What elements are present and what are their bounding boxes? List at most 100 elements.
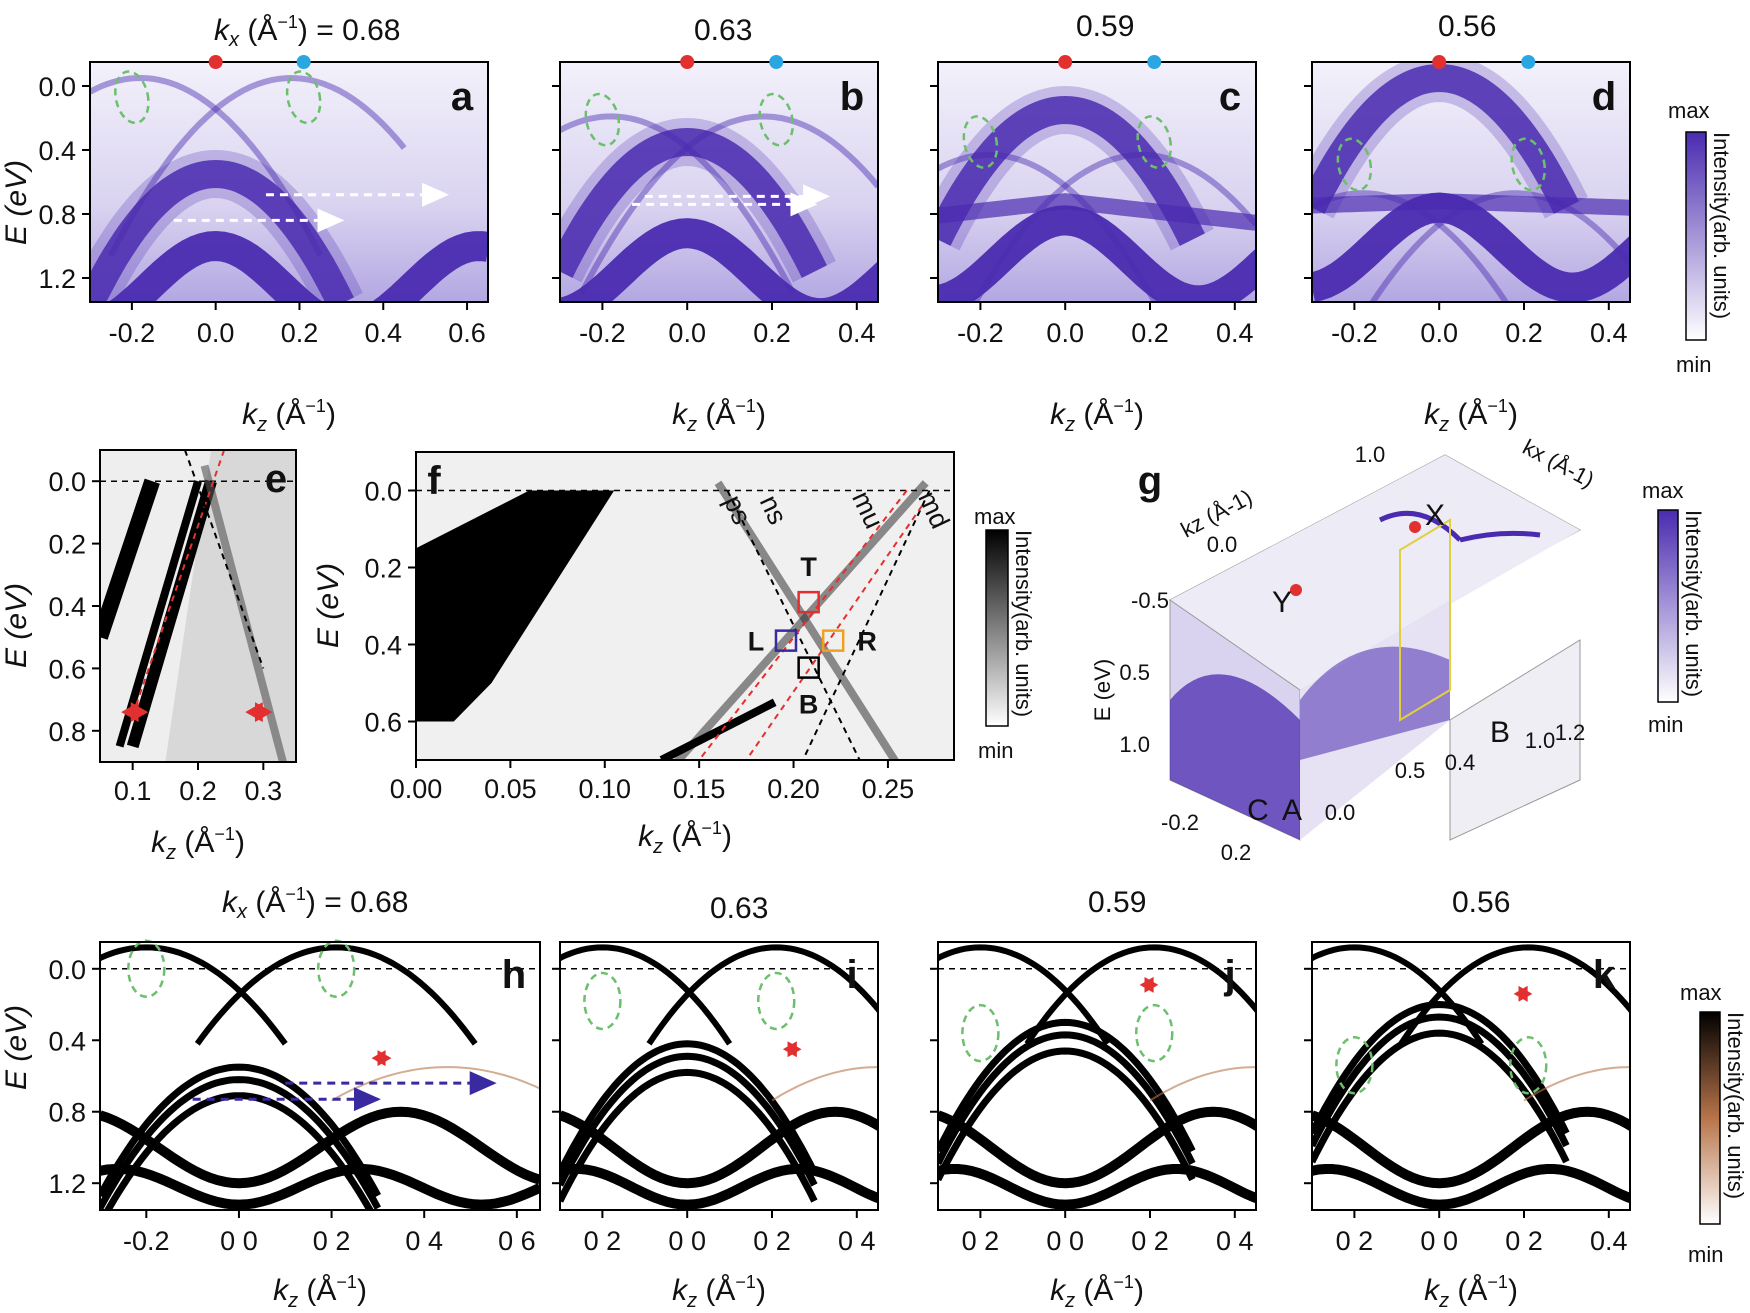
band-deep [938, 205, 1256, 302]
dot-blue [1147, 55, 1162, 69]
colorbar-g-label: Intensity(arb. units) [1681, 510, 1706, 697]
panel-letter-e: e [265, 457, 287, 501]
xtick-label: 0.0 [1420, 318, 1458, 348]
weyl-ellipse-0 [1335, 1036, 1374, 1095]
panel-frame [559, 941, 879, 1211]
header-kx-k: 0.56 [1452, 886, 1510, 919]
calc-band-v [560, 1040, 818, 1175]
weyl-ellipse-0 [962, 115, 999, 169]
face-right [1449, 639, 1581, 841]
xtick-label: 0 2 [1505, 1226, 1543, 1256]
purple-feature-2 [1300, 646, 1450, 760]
calc-band-side [646, 944, 878, 1046]
xtick-label: -0.2 [957, 318, 1004, 348]
calc-band-deep-1 [100, 1106, 540, 1189]
xtick-label: 0 0 [1046, 1226, 1084, 1256]
calc-band-faint [1149, 1066, 1256, 1102]
colorbar-bottom-min: min [1688, 1242, 1723, 1267]
calc-band-v [1312, 1000, 1570, 1135]
panel-h: h -0.2 0 0 0 2 0 4 0 6 0.0 0.4 0.8 1.2 kz (Å−1) [48, 939, 541, 1312]
xtick-label: 0.3 [245, 776, 283, 806]
panel-c: c -0.2 0.0 0.2 0.4 kz (Å−1) [930, 55, 1257, 436]
panel-bands [560, 113, 878, 302]
calc-band-deep-2 [938, 1164, 1256, 1210]
fit-red [131, 449, 226, 716]
panel-letter-k: k [1593, 953, 1616, 997]
panel-d: d -0.2 0.0 0.2 0.4 kz (Å−1) [1304, 55, 1631, 436]
xtick-label: 0 4 [1216, 1226, 1254, 1256]
xtick-label: 0 2 [584, 1226, 622, 1256]
panel-b: b -0.2 0.0 0.2 0.4 kz (Å−1) [552, 55, 879, 436]
xtick-label: 0.0 [1046, 318, 1084, 348]
xtick-label: -0.2 [579, 318, 626, 348]
fit-black [183, 449, 265, 669]
panel-j: j 0 2 0 0 0 2 0 4 kz (Å−1) [930, 941, 1257, 1312]
gamma-dot-red [1058, 55, 1073, 69]
ytick-label: 0.8 [38, 200, 76, 230]
panel-i: i 0 2 0 0 0 2 0 4 kz (Å−1) [552, 941, 879, 1312]
dot-X [1409, 521, 1421, 533]
xaxis-label-f: kz (Å−1) [638, 818, 732, 858]
colorbar-top-label: Intensity(arb. units) [1709, 132, 1734, 319]
box-L [774, 629, 798, 652]
gamma-dot-red [208, 55, 223, 69]
label-E-axis: E (eV) [1090, 659, 1115, 721]
band-mid [1312, 193, 1630, 216]
purple-feature-3 [1378, 510, 1541, 543]
calc-band-deep-2 [560, 1164, 878, 1210]
xaxis-label-j: kz (Å−1) [1050, 1272, 1144, 1312]
front-tick: 0.0 [1325, 800, 1356, 825]
xtick-label: 0 0 [220, 1226, 258, 1256]
xtick-label: 0.1 [114, 776, 152, 806]
colorbar-g: max min Intensity(arb. units) [1642, 478, 1706, 737]
xtick-label: 0 0 [1420, 1226, 1458, 1256]
ytick-label: 0.2 [48, 530, 86, 560]
xtick-label: 0.05 [484, 774, 537, 804]
xaxis-label-i: kz (Å−1) [672, 1272, 766, 1312]
ytick-label: 0.4 [48, 592, 86, 622]
line-md [802, 490, 931, 761]
black-blob [416, 490, 615, 722]
panel-bands [560, 944, 878, 1210]
calc-band-faint [1523, 1066, 1630, 1102]
panel-bands [100, 944, 540, 1210]
xtick-label: 0 4 [405, 1226, 443, 1256]
panel-frame [89, 61, 489, 303]
label-Y: Y [1272, 586, 1292, 619]
calc-band-faint [771, 1066, 878, 1102]
front-tick: 0.2 [1221, 840, 1252, 865]
weyl-ellipse-1 [1510, 137, 1547, 192]
front-tick: -0.2 [1161, 810, 1199, 835]
header-kx-i: 0.63 [710, 892, 768, 925]
xtick-label: 0.6 [448, 318, 486, 348]
ytick-label: 0.6 [48, 654, 86, 684]
calc-band-side [1024, 944, 1256, 1046]
ytick-label: 0.4 [48, 1026, 86, 1056]
box-label-T: T [800, 552, 817, 582]
box-label-R: R [857, 627, 877, 657]
colorbar-top-max: max [1668, 98, 1710, 123]
xtick-label: 0 4 [838, 1226, 876, 1256]
label-A: A [1282, 794, 1302, 827]
band-central-v-halo [560, 117, 836, 283]
panel-e: e 0.1 0.2 0.3 0.0 0.2 0.4 0.6 0.8 kz (Å−1) [48, 449, 297, 864]
weyl-ellipse-1 [758, 92, 795, 147]
header-kx-j: 0.59 [1088, 886, 1146, 919]
dot-blue [769, 55, 784, 69]
yaxis-label-f: E (eV) [312, 563, 345, 648]
box-R [821, 629, 845, 652]
xaxis-label-e: kz (Å−1) [151, 824, 245, 864]
purple-feature-1 [1170, 674, 1300, 840]
colorbar-bottom-max: max [1680, 980, 1722, 1005]
calc-band-deep-1 [938, 1106, 1256, 1189]
xaxis-label-c: kz (Å−1) [1050, 396, 1144, 436]
xaxis-label-k: kz (Å−1) [1424, 1272, 1518, 1312]
ytick-label: 0.0 [364, 477, 402, 507]
band-e-1 [100, 478, 160, 640]
weyl-ellipse-1 [1134, 1003, 1174, 1063]
label-kx-axis: kx (Å-1) [1519, 434, 1599, 492]
panel-letter-f: f [427, 459, 441, 503]
dot-blue [1521, 55, 1536, 69]
xaxis-label-b: kz (Å−1) [672, 396, 766, 436]
panel-letter-a: a [451, 75, 474, 119]
